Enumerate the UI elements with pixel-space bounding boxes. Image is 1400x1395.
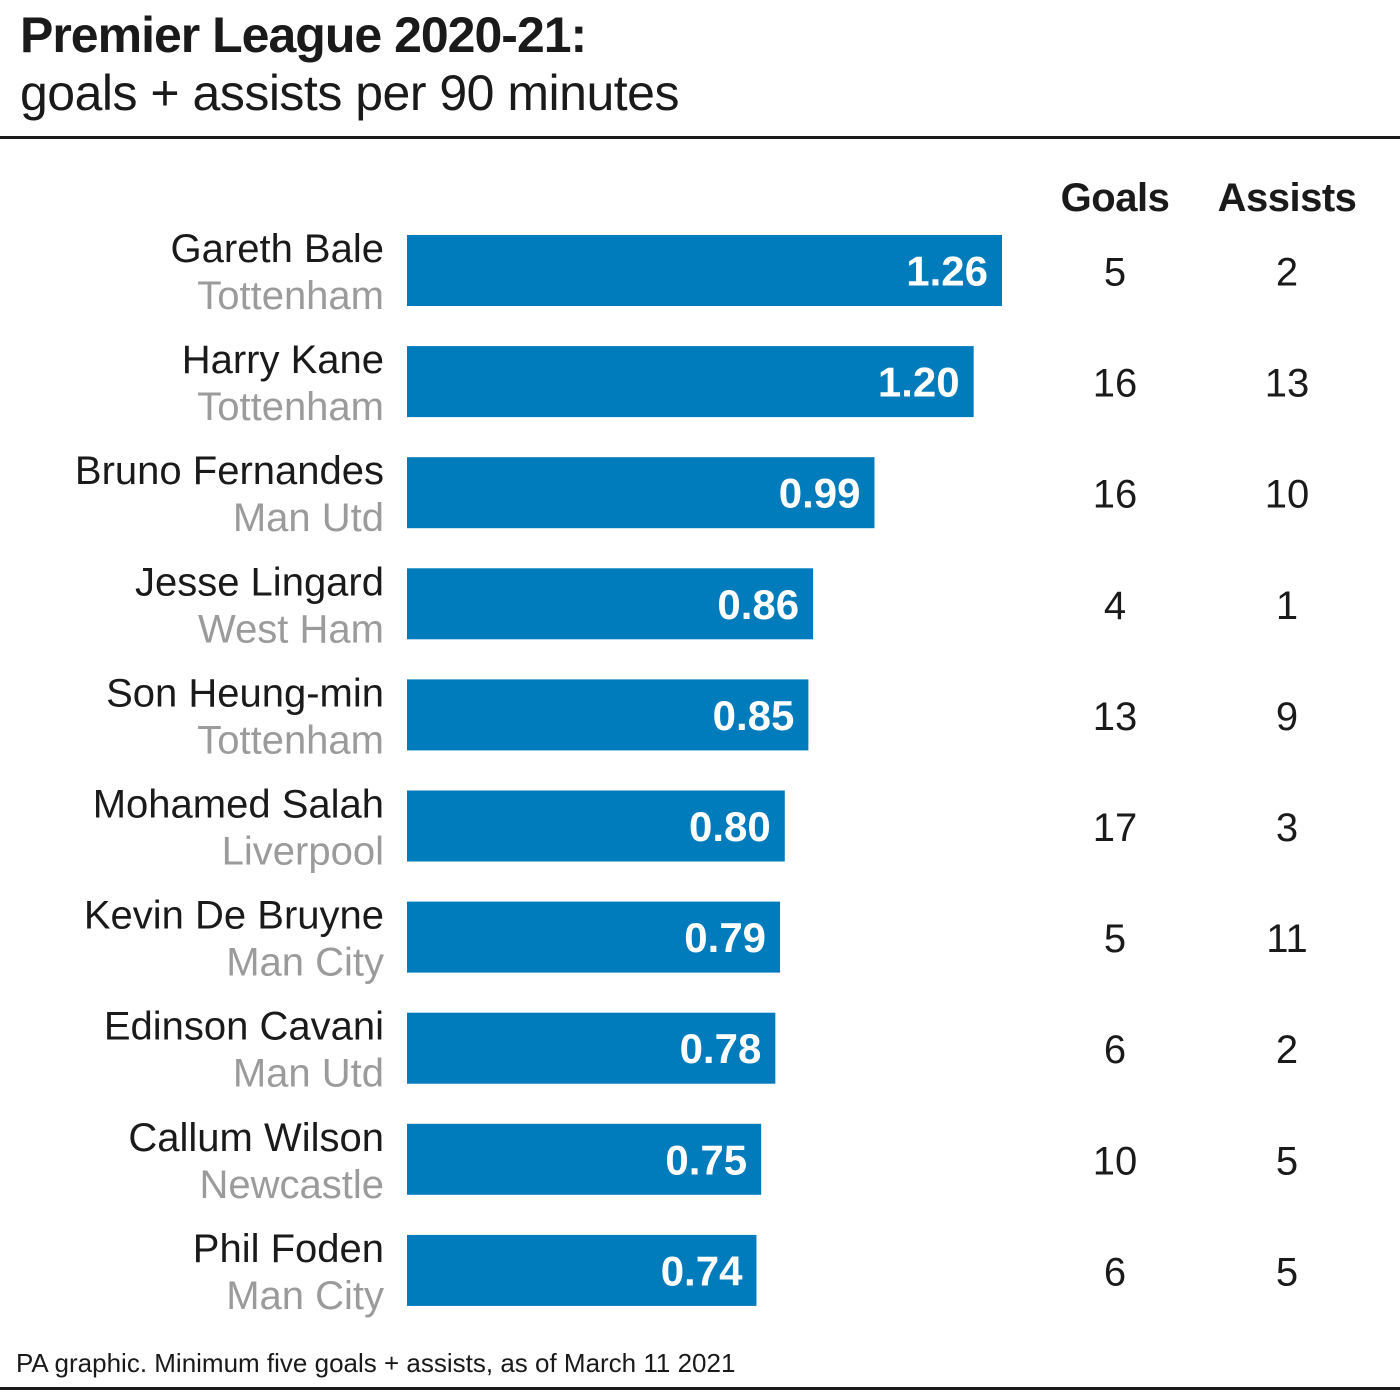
goals-value: 6 xyxy=(1104,1028,1126,1072)
player-name: Son Heung-min xyxy=(106,671,384,715)
team-name: Man City xyxy=(226,1274,384,1318)
player-name: Mohamed Salah xyxy=(93,783,384,827)
bar xyxy=(407,1012,776,1084)
bar-value-label: 0.85 xyxy=(713,692,795,739)
player-name: Phil Foden xyxy=(193,1227,384,1271)
bar-value-label: 0.86 xyxy=(717,581,799,628)
player-name: Edinson Cavani xyxy=(104,1005,384,1049)
team-name: Tottenham xyxy=(197,718,384,762)
player-name: Bruno Fernandes xyxy=(75,449,384,493)
footer-note: PA graphic. Minimum five goals + assists… xyxy=(16,1348,736,1378)
assists-value: 1 xyxy=(1276,584,1298,628)
bar-value-label: 0.74 xyxy=(661,1247,743,1294)
team-name: Man Utd xyxy=(233,496,384,540)
goals-value: 5 xyxy=(1104,251,1126,295)
goals-value: 6 xyxy=(1104,1250,1126,1294)
goals-column-header: Goals xyxy=(1060,176,1170,220)
goals-value: 4 xyxy=(1104,584,1126,628)
team-name: Man Utd xyxy=(233,1052,384,1096)
bar xyxy=(407,1234,757,1306)
bar-value-label: 0.79 xyxy=(684,914,766,961)
assists-value: 5 xyxy=(1276,1139,1298,1183)
goals-value: 16 xyxy=(1093,473,1138,517)
bar-value-label: 0.75 xyxy=(665,1136,747,1183)
assists-value: 10 xyxy=(1265,473,1310,517)
bar xyxy=(407,679,809,751)
top-divider xyxy=(0,136,1400,139)
assists-value: 13 xyxy=(1265,362,1310,406)
chart-subtitle: goals + assists per 90 minutes xyxy=(20,65,679,121)
goals-value: 10 xyxy=(1093,1139,1138,1183)
team-name: Tottenham xyxy=(197,274,384,318)
player-name: Jesse Lingard xyxy=(135,560,384,604)
bottom-divider xyxy=(0,1387,1400,1390)
team-name: Tottenham xyxy=(197,385,384,429)
assists-value: 5 xyxy=(1276,1250,1298,1294)
bar-value-label: 1.20 xyxy=(878,359,960,406)
team-name: Newcastle xyxy=(199,1163,384,1207)
chart-title: Premier League 2020-21: xyxy=(20,7,587,63)
player-name: Callum Wilson xyxy=(128,1116,384,1160)
bar xyxy=(407,346,974,418)
goals-value: 16 xyxy=(1093,362,1138,406)
assists-value: 11 xyxy=(1266,917,1308,961)
bar xyxy=(407,901,781,973)
bar xyxy=(407,568,814,640)
team-name: West Ham xyxy=(198,607,384,651)
bar-value-label: 0.80 xyxy=(689,803,771,850)
team-name: Man City xyxy=(226,941,384,985)
team-name: Liverpool xyxy=(222,830,384,874)
goals-value: 17 xyxy=(1093,806,1138,850)
player-name: Gareth Bale xyxy=(171,227,384,271)
assists-value: 2 xyxy=(1276,251,1298,295)
bar-value-label: 0.99 xyxy=(779,470,861,517)
assists-column-header: Assists xyxy=(1217,176,1357,220)
assists-value: 3 xyxy=(1276,806,1298,850)
bar xyxy=(407,457,875,529)
assists-value: 9 xyxy=(1276,695,1298,739)
goals-value: 5 xyxy=(1104,917,1126,961)
player-name: Kevin De Bruyne xyxy=(84,894,384,938)
player-name: Harry Kane xyxy=(182,338,384,382)
bar xyxy=(407,790,785,862)
goals-value: 13 xyxy=(1093,695,1138,739)
bar xyxy=(407,1123,762,1195)
bar-value-label: 1.26 xyxy=(906,248,988,295)
bar-value-label: 0.78 xyxy=(680,1025,762,1072)
bar xyxy=(407,235,1002,306)
assists-value: 2 xyxy=(1276,1028,1298,1072)
